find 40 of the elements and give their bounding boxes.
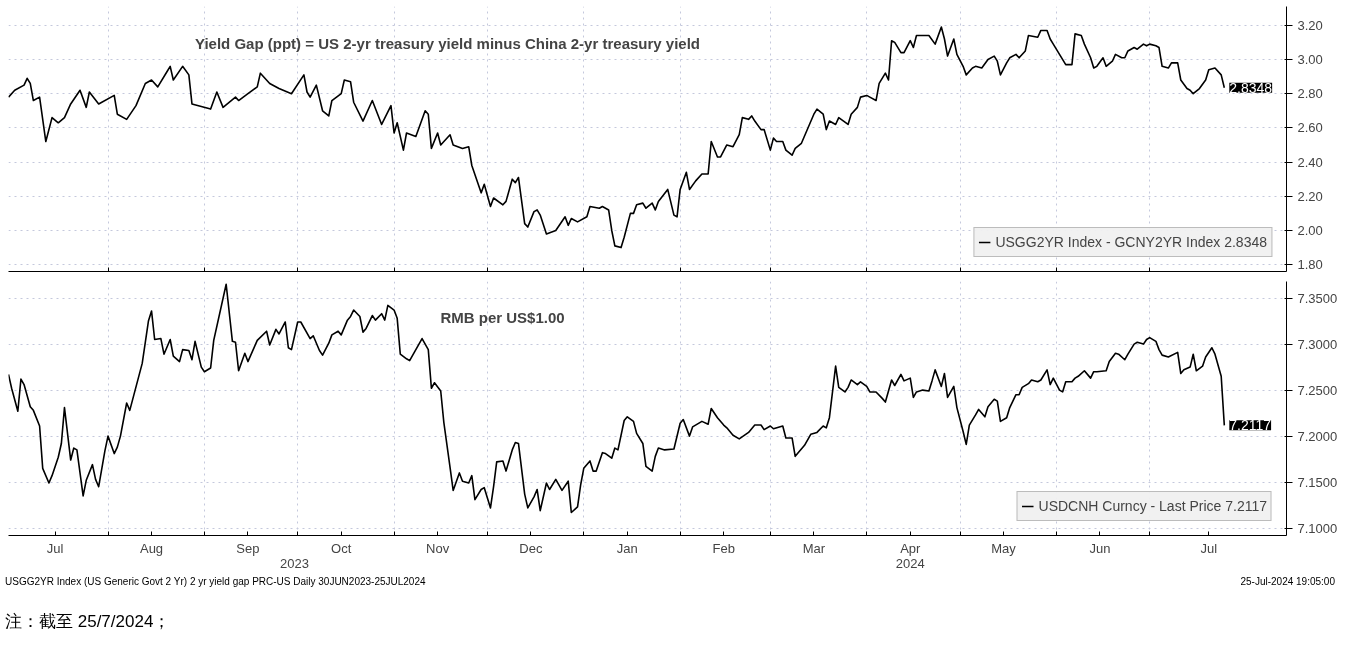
line-series (8, 283, 1226, 514)
x2-tick-label: 2023 (280, 555, 310, 571)
y-tick-label: 3.00 (1297, 52, 1323, 67)
x-tick-label: Feb (712, 540, 735, 556)
y-tick-label: 2.40 (1297, 154, 1323, 170)
y-tick-label: 2.00 (1297, 222, 1323, 238)
y-tick-label: 7.2500 (1297, 382, 1338, 398)
annotation: 2.8348 (1229, 79, 1273, 96)
x-tick-label: Jun (1089, 540, 1111, 556)
x-tick-label: May (991, 540, 1017, 556)
text: 25-Jul-2024 19:05:00 (1240, 575, 1335, 589)
y-tick-label: 7.2000 (1297, 428, 1338, 444)
x-tick-label: Jul (46, 540, 64, 556)
x-tick-label: Dec (519, 540, 543, 556)
y-tick-label: 3.20 (1297, 17, 1323, 33)
text: 注：截至 25/7/2024； (5, 611, 171, 634)
x-tick-label: Jul (1200, 540, 1218, 556)
annotation: 7.2117 (1229, 417, 1272, 434)
x-tick-label: Aug (139, 540, 164, 556)
x-tick-label: Jan (616, 540, 638, 556)
x-tick-label: Oct (331, 540, 352, 556)
y-tick-label: 2.80 (1297, 86, 1323, 102)
y-tick-label: 7.3500 (1297, 290, 1338, 306)
line-series (8, 26, 1226, 249)
y-tick-label: 2.20 (1297, 188, 1323, 204)
x-tick-label: Sep (236, 540, 260, 556)
y-tick-label: 7.1500 (1297, 474, 1338, 490)
y-tick-label: 2.60 (1297, 120, 1323, 136)
legend-label: USGG2YR Index - GCNY2YR Index 2.8348 (995, 234, 1267, 250)
x-tick-label: Apr (900, 540, 922, 556)
y-tick-label: 7.1000 (1297, 520, 1338, 536)
x-tick-label: Nov (426, 540, 450, 556)
text: Yield Gap (ppt) = US 2-yr treasury yield minus China 2-yr treasury yield (194, 35, 701, 53)
y-tick-label: 1.80 (1297, 257, 1323, 273)
text: USGG2YR Index (US Generic Govt 2 Yr) 2 yr yield gap PRC-US Daily 30JUN2023-25JUL2024 (5, 575, 426, 589)
legend-label: USDCNH Curncy - Last Price 7.2117 (1038, 498, 1267, 514)
x-tick-label: Mar (802, 540, 826, 556)
y-tick-label: 7.3000 (1297, 336, 1338, 352)
text: RMB per US$1.00 (440, 308, 565, 326)
x2-tick-label: 2024 (895, 555, 925, 571)
